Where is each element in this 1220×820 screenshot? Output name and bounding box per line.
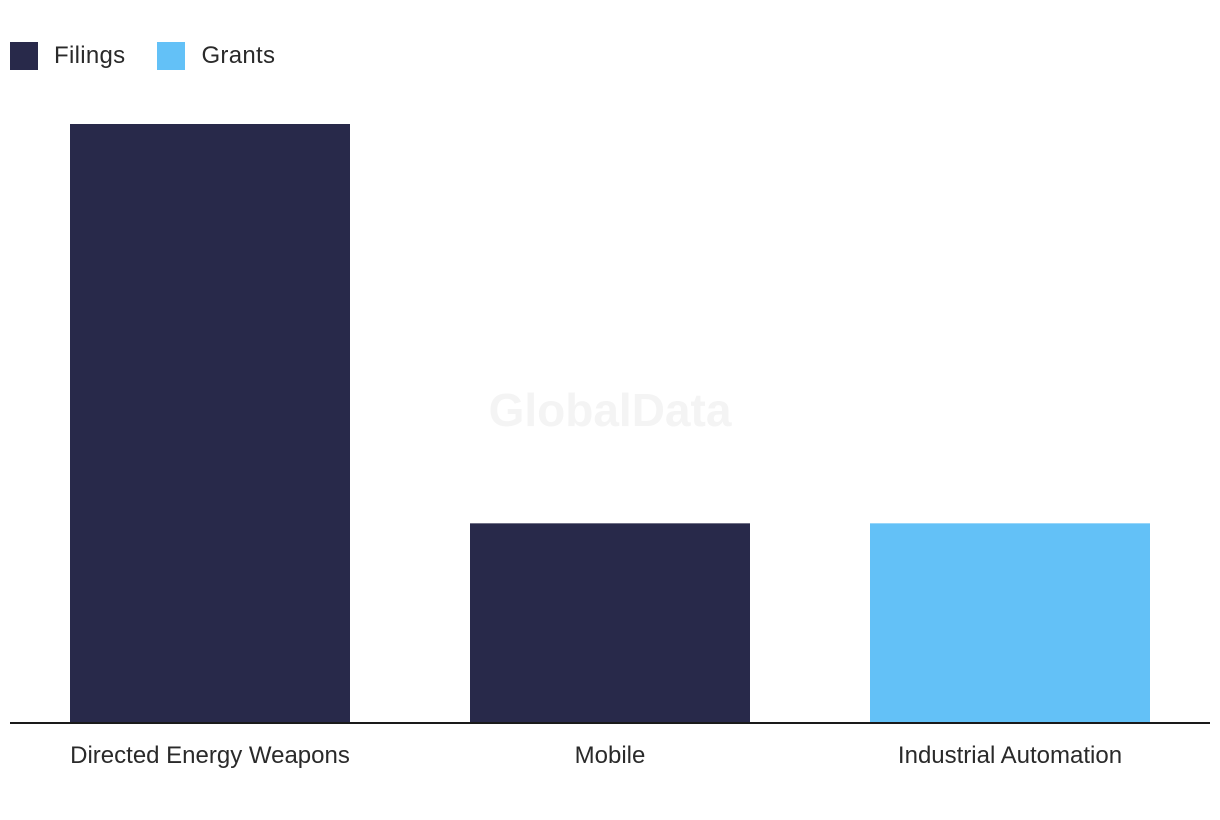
legend-swatch-grants bbox=[157, 42, 186, 70]
legend-swatch-filings bbox=[10, 42, 38, 70]
x-tick-labels: Directed Energy Weapons Mobile Industrial … bbox=[70, 742, 1122, 769]
x-tick-label: Mobile bbox=[575, 742, 646, 769]
bar-filings-mobile bbox=[470, 523, 750, 723]
x-tick-label: Directed Energy Weapons bbox=[70, 742, 350, 769]
bar-filings-directed-energy-weapons bbox=[70, 124, 350, 723]
legend-label-filings: Filings bbox=[54, 42, 126, 69]
legend-label-grants: Grants bbox=[201, 42, 276, 69]
bar-grants-industrial-automation bbox=[870, 523, 1150, 723]
legend-item-grants: Grants bbox=[157, 42, 275, 70]
chart-legend: Filings Grants bbox=[10, 42, 307, 70]
legend-item-filings: Filings bbox=[10, 42, 125, 70]
watermark-text: GlobalData bbox=[489, 384, 732, 436]
x-tick-label: Industrial Automation bbox=[898, 742, 1122, 769]
bars-group bbox=[70, 124, 1150, 723]
